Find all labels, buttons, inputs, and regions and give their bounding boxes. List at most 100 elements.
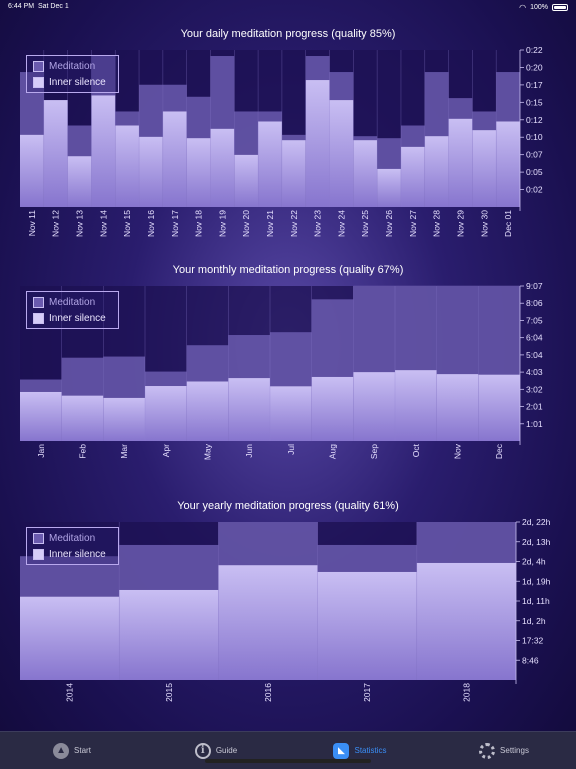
x-tick-label: Sep: [369, 444, 379, 459]
tab-settings[interactable]: Settings: [432, 732, 576, 769]
daily-chart-title: Your daily meditation progress (quality …: [180, 28, 396, 40]
y-tick-label: 7:05: [526, 315, 543, 325]
x-tick-label: Nov 26: [384, 210, 394, 237]
silence-bar: [353, 140, 378, 207]
legend-silence-label: Inner silence: [49, 77, 106, 88]
x-tick-label: Nov 30: [479, 210, 489, 237]
silence-bar: [478, 374, 520, 441]
x-tick-label: 2018: [461, 683, 471, 702]
y-tick-label: 1d, 2h: [522, 616, 546, 626]
x-tick-label: Nov 23: [313, 210, 323, 237]
x-tick-label: Feb: [78, 444, 88, 459]
y-tick-label: 2d, 13h: [522, 537, 551, 547]
legend-meditation-label: Meditation: [49, 61, 96, 72]
y-tick-label: 0:02: [526, 185, 543, 195]
tab-statistics-label: Statistics: [354, 746, 387, 755]
y-tick-label: 0:05: [526, 167, 543, 177]
x-tick-label: Nov: [453, 443, 463, 459]
legend-silence: Inner silence: [33, 312, 106, 325]
silence-bar: [377, 168, 401, 207]
tab-guide[interactable]: i Guide: [144, 732, 288, 769]
silence-bar: [186, 138, 211, 207]
tab-guide-label: Guide: [215, 746, 238, 755]
x-tick-label: Nov 20: [241, 210, 251, 237]
tab-start[interactable]: ▲ Start: [0, 732, 144, 769]
silence-bar: [436, 374, 479, 441]
x-tick-label: Nov 17: [170, 210, 180, 237]
x-tick-label: Nov 14: [98, 210, 108, 237]
silence-bar: [416, 562, 516, 680]
legend-silence-swatch: [33, 313, 44, 324]
yearly-chart-panel: Your yearly meditation progress (quality…: [10, 494, 551, 716]
monthly-chart: 1:01 2:01 3:02 4:03 5:04 6:04 7:05 8:06 9:07 Jan F…: [20, 281, 543, 460]
silence-bar: [270, 386, 312, 441]
legend-silence: Inner silence: [33, 548, 106, 561]
silence-bar: [353, 372, 395, 441]
status-date: Sat Dec 1: [37, 3, 69, 10]
silence-bar: [218, 565, 318, 680]
legend-meditation: Meditation: [33, 296, 95, 309]
x-tick-label: 2017: [362, 683, 372, 702]
y-tick-label: 0:17: [526, 80, 543, 90]
tab-statistics[interactable]: ◣ Statistics: [288, 732, 432, 769]
battery-icon: [552, 4, 568, 11]
x-tick-label: Aug: [328, 444, 338, 459]
silence-bar: [424, 136, 449, 207]
status-bar: 6:44 PM Sat Dec 1 ◠ 100%: [0, 0, 576, 14]
monthly-chart-title: Your monthly meditation progress (qualit…: [172, 264, 404, 276]
battery-percent: 100%: [530, 4, 548, 11]
x-tick-label: Jun: [244, 444, 254, 458]
legend-meditation: Meditation: [33, 532, 95, 545]
legend-meditation-label: Meditation: [49, 297, 96, 308]
legend-silence-label: Inner silence: [49, 313, 106, 324]
silence-bar: [103, 397, 145, 441]
y-tick-label: 8:06: [526, 298, 543, 308]
y-tick-label: 5:04: [526, 350, 543, 360]
x-tick-label: 2016: [263, 683, 273, 702]
x-tick-label: Oct: [411, 443, 421, 457]
x-tick-label: Mar: [119, 444, 129, 459]
x-tick-label: Dec: [494, 443, 504, 459]
x-tick-label: Nov 28: [432, 210, 442, 237]
y-tick-label: 0:22: [526, 45, 543, 55]
silence-bar: [67, 156, 92, 207]
daily-chart: 0:02 0:05 0:07 0:10 0:12 0:15 0:17 0:20 0:22 Nov …: [20, 45, 543, 237]
y-tick-label: 0:20: [526, 62, 543, 72]
y-tick-label: 2:01: [526, 402, 543, 412]
silence-bar: [162, 111, 187, 207]
x-tick-label: Nov 27: [408, 210, 418, 237]
y-tick-label: 0:12: [526, 115, 543, 125]
legend-meditation-swatch: [33, 61, 44, 72]
monthly-chart-panel: Your monthly meditation progress (qualit…: [10, 258, 543, 480]
legend-silence-swatch: [33, 549, 44, 560]
x-tick-label: Nov 22: [289, 210, 299, 237]
gear-icon: [479, 742, 496, 759]
silence-bar: [448, 118, 473, 207]
tab-start-label: Start: [74, 746, 91, 755]
silence-bar: [91, 95, 116, 207]
daily-chart-panel: Your daily meditation progress (quality …: [10, 22, 543, 242]
silence-bar: [258, 121, 282, 207]
x-tick-label: Nov 29: [455, 210, 465, 237]
y-tick-label: 17:32: [522, 636, 544, 646]
y-tick-label: 1:01: [526, 419, 543, 429]
silence-bar: [186, 381, 229, 441]
wifi-icon: ◠: [519, 3, 527, 12]
y-tick-label: 9:07: [526, 281, 543, 291]
home-indicator: [205, 759, 371, 763]
silence-bar: [234, 154, 259, 207]
legend-meditation-label: Meditation: [49, 533, 96, 544]
silence-bar: [210, 128, 235, 207]
y-tick-label: 1d, 11h: [522, 596, 550, 606]
x-tick-label: Nov 21: [265, 210, 275, 237]
x-tick-label: May: [203, 443, 213, 460]
tab-settings-label: Settings: [500, 746, 529, 755]
y-tick-label: 8:46: [522, 655, 539, 665]
silence-bar: [145, 386, 187, 441]
x-tick-label: Nov 13: [75, 210, 85, 237]
yearly-chart-legend: Meditation Inner silence: [26, 527, 119, 565]
silence-bar: [329, 100, 354, 207]
silence-bar: [139, 136, 163, 207]
legend-meditation-swatch: [33, 533, 44, 544]
silence-bar: [61, 395, 104, 441]
